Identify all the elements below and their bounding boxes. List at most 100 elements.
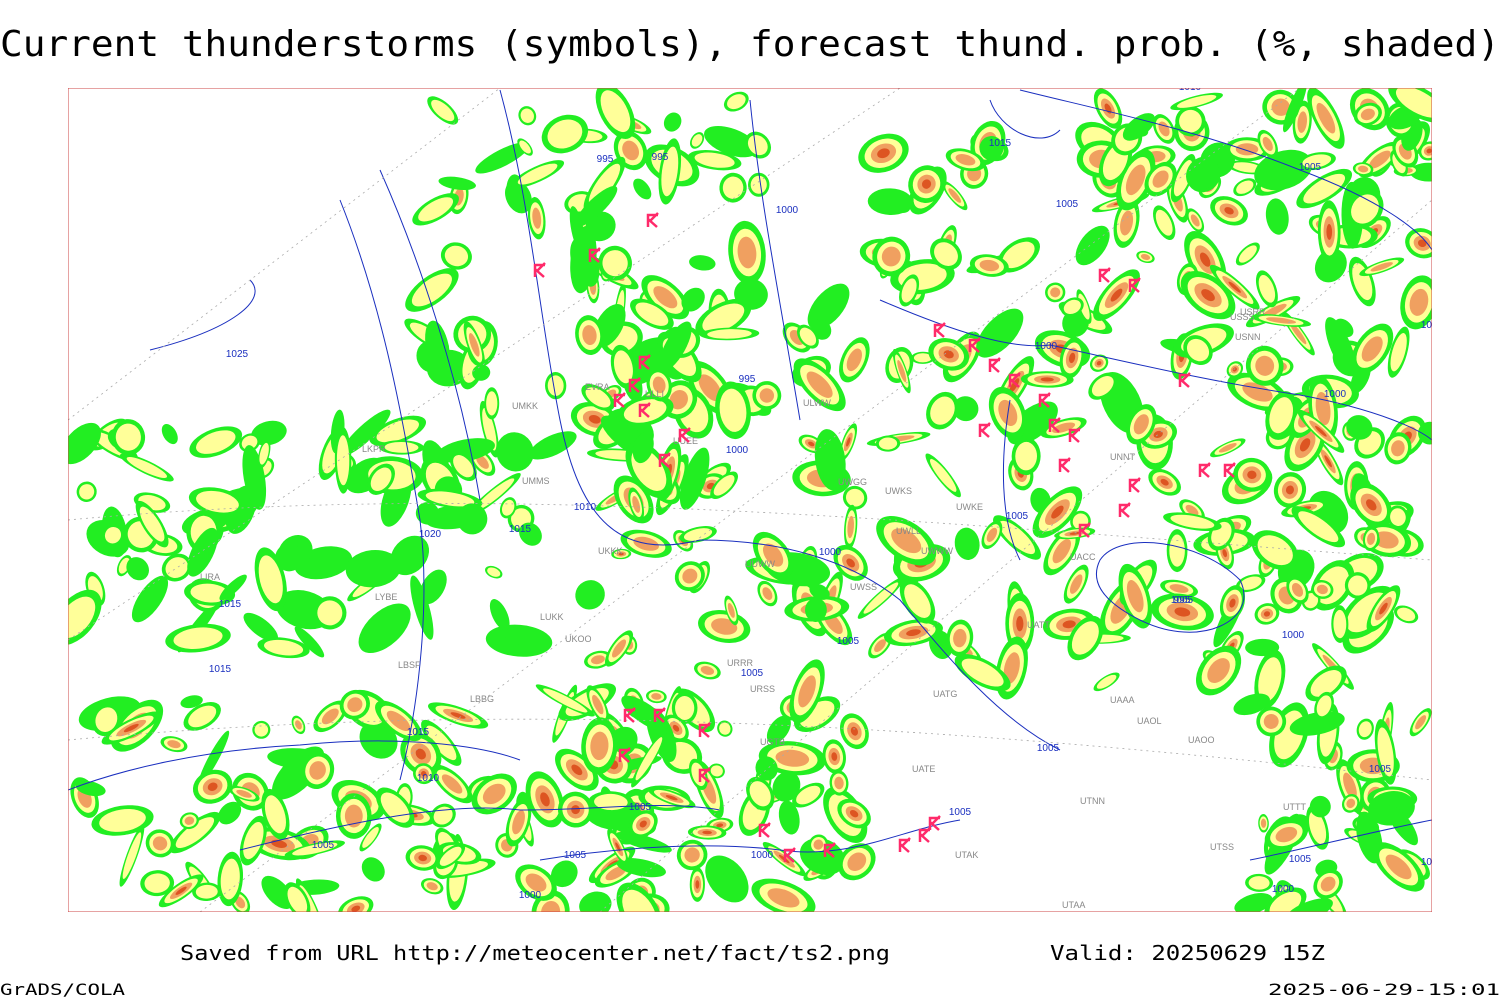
thunderstorm-symbol (1068, 427, 1081, 443)
shade-cell (831, 752, 838, 761)
shade-cell (264, 795, 286, 834)
shade-cell (1201, 289, 1215, 302)
shade-cell (207, 782, 218, 792)
shade-cell (877, 148, 890, 159)
shade-cell (1069, 574, 1083, 594)
station-code: UWKE (956, 502, 983, 512)
shade-cell (152, 836, 168, 851)
shade-cell (468, 333, 480, 357)
shade-cell (665, 795, 678, 801)
shade-cell (954, 527, 980, 560)
shade-cell (68, 596, 96, 639)
shade-cell (618, 552, 624, 556)
shade-cell (501, 499, 515, 516)
shade-cell (1247, 470, 1257, 480)
isobar-label: 995 (652, 152, 669, 163)
shade-cell (913, 353, 932, 363)
shade-cell (846, 348, 862, 372)
station-code: UAOL (1137, 716, 1162, 726)
shade-cell (1255, 355, 1275, 376)
shade-cell (345, 549, 401, 588)
shade-cell (439, 846, 462, 866)
shade-cell (292, 842, 338, 856)
shade-cell (700, 666, 715, 675)
shade-cell (122, 832, 142, 879)
shade-cell (1258, 657, 1282, 702)
shade-cell (594, 793, 628, 811)
shade-cell (1265, 198, 1289, 235)
shade-cell (702, 830, 712, 835)
timestamp: 2025-06-29-15:01 (1268, 980, 1500, 999)
thunderstorm-symbol (1078, 522, 1091, 538)
thunderstorm-symbol (618, 747, 631, 763)
shade-cell (1266, 317, 1297, 324)
shade-cell (682, 568, 698, 584)
shade-cell (1222, 549, 1228, 558)
shade-cell (1379, 602, 1388, 615)
isobar-label: 1005 (1056, 199, 1079, 210)
shade-cell (309, 761, 326, 780)
shade-cell (1316, 584, 1328, 595)
isobar-label: 1020 (1421, 320, 1444, 331)
shade-cell (1186, 156, 1219, 191)
shade-cell (195, 884, 218, 899)
thunderstorm-symbol (628, 377, 641, 393)
shade-cell (1333, 609, 1347, 639)
station-code: UTAK (955, 850, 978, 860)
shade-cell (1257, 535, 1293, 566)
shade-cell (707, 329, 752, 339)
shade-cell (691, 134, 703, 147)
shade-cell (713, 474, 735, 496)
thunderstorm-symbol (1178, 372, 1191, 388)
shade-cell (370, 467, 392, 492)
shade-cell (336, 435, 350, 486)
shade-cell (582, 325, 597, 346)
shade-cell (615, 842, 621, 852)
shade-cell (955, 154, 976, 166)
station-code: UTAA (1062, 900, 1085, 910)
shade-cell (1258, 274, 1276, 303)
shade-cell (190, 583, 229, 603)
shade-cell (1346, 415, 1373, 440)
shade-cell (1417, 239, 1427, 248)
shade-cell (749, 781, 771, 807)
shade-cell (275, 543, 304, 572)
isobar-labels: 1010 1015 995 995 1000 1005 1005 1025 995 1000 100… (209, 88, 1444, 901)
shade-cell (144, 873, 170, 893)
thunderstorm-symbol (533, 262, 546, 278)
thunderstorm-symbol (698, 722, 711, 738)
isobar-label: 1000 (776, 205, 799, 216)
shade-cell (1050, 287, 1061, 298)
shade-cell (79, 484, 95, 500)
probability-shading (68, 88, 1432, 912)
shade-cell (1373, 531, 1399, 549)
graticule (68, 88, 1432, 912)
isobar-label: 1015 (219, 599, 242, 610)
shade-cell (1297, 111, 1308, 133)
shade-cell (1343, 772, 1357, 800)
shade-cell (1125, 164, 1146, 196)
shade-cell (1275, 826, 1298, 843)
shade-cell (1248, 876, 1270, 890)
isobar-label: 1005 (1006, 511, 1029, 522)
station-code: UTTT (1283, 802, 1306, 812)
station-code: UTNN (1080, 796, 1105, 806)
shade-cell (897, 360, 907, 383)
shade-cell (519, 522, 542, 546)
shade-cell (1367, 532, 1376, 545)
isobar-label: 1005 (629, 802, 652, 813)
thunderstorm-symbol (918, 827, 931, 843)
shade-cell (1120, 210, 1134, 236)
shade-cell (1096, 361, 1102, 366)
isobar-label: 1015 (407, 727, 430, 738)
shade-cell (219, 574, 247, 601)
shade-cell (321, 708, 339, 725)
thunderstorm-symbol (613, 392, 626, 408)
shade-cell (727, 603, 735, 618)
shade-cell (1133, 414, 1149, 435)
shade-cell (683, 528, 713, 541)
shade-cell (1426, 148, 1432, 154)
shade-cell (418, 854, 427, 862)
station-code: USNN (1235, 332, 1261, 342)
shade-cell (1271, 98, 1290, 116)
